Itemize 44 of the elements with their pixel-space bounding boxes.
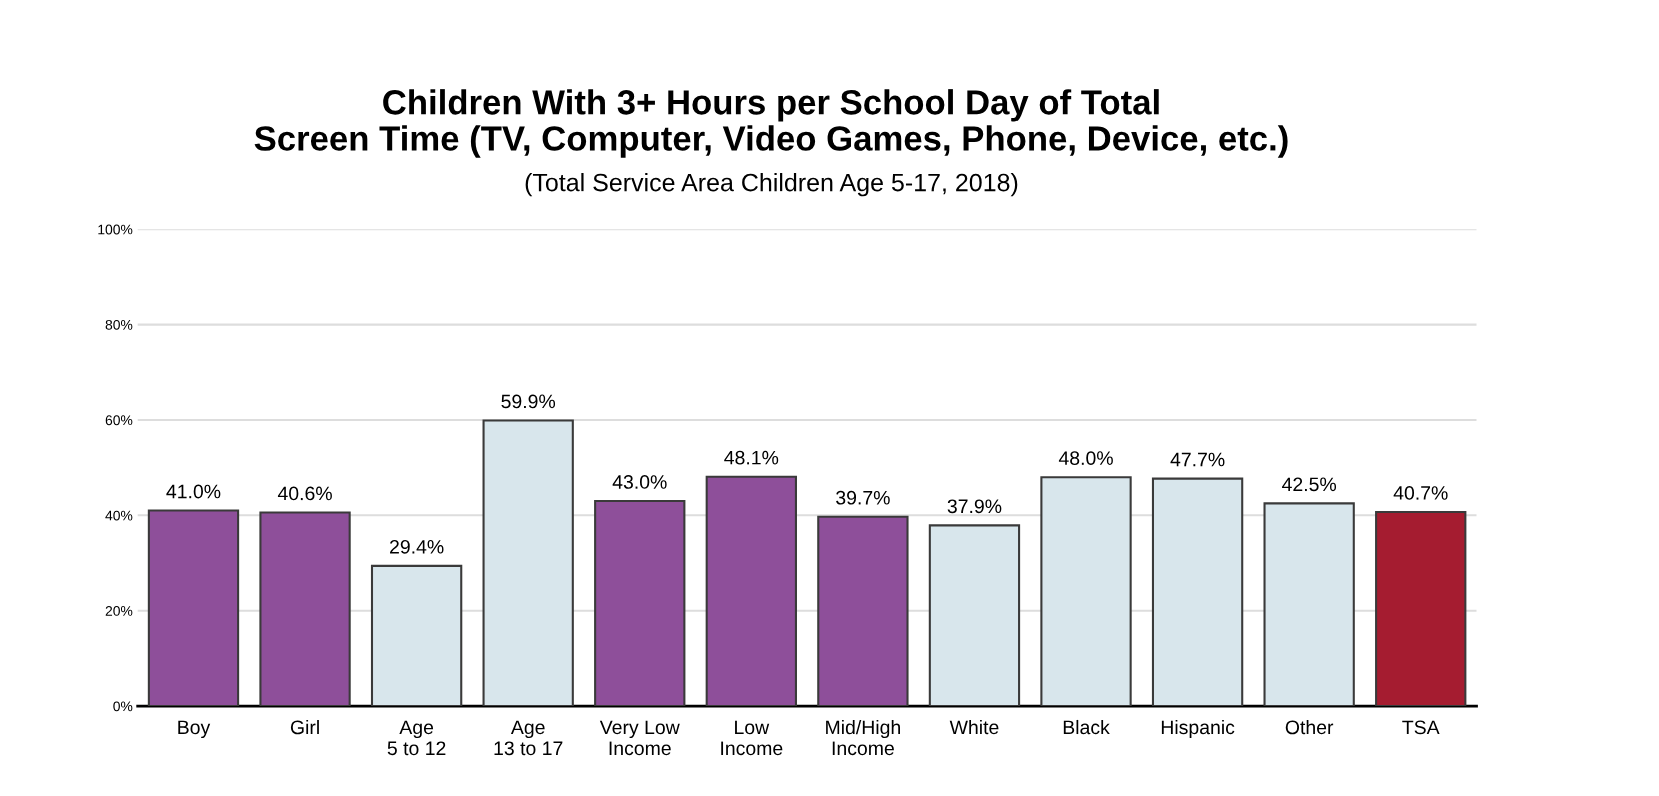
x-tick-label: TSA <box>1402 720 1440 735</box>
bar <box>1040 476 1132 707</box>
x-tick-label: Low Income <box>721 720 783 756</box>
bar <box>147 509 240 707</box>
bar <box>817 515 909 707</box>
bar <box>928 524 1021 707</box>
x-tick-label: Girl <box>290 719 319 735</box>
y-tick-label: 0% <box>113 701 133 712</box>
data-label: 47.7% <box>1170 452 1225 467</box>
y-tick-label: 40% <box>105 510 133 521</box>
bar <box>594 499 686 707</box>
data-label: 41.0% <box>166 484 221 499</box>
bar <box>1151 477 1244 707</box>
data-label: 40.6% <box>277 486 332 501</box>
x-tick-label: Age 13 to 17 <box>494 720 563 756</box>
x-tick-label: Very Low Income <box>599 720 680 756</box>
data-label: 29.4% <box>390 539 444 554</box>
data-label: 48.0% <box>1058 451 1113 466</box>
y-tick-label: 100% <box>98 224 133 235</box>
data-label: 40.7% <box>1393 486 1448 500</box>
bar <box>370 564 463 707</box>
y-tick-label: 20% <box>105 606 133 616</box>
data-label: 39.7% <box>836 490 890 505</box>
bar <box>259 511 351 707</box>
x-tick-label: White <box>949 719 999 735</box>
data-label: 37.9% <box>947 499 1002 514</box>
x-tick-label: Boy <box>178 720 211 739</box>
data-label: 43.0% <box>612 475 667 489</box>
chart-subtitle: (Total Service Area Children Age 5-17, 2018) <box>525 173 1018 197</box>
bar <box>1263 502 1355 707</box>
y-tick-label: 80% <box>105 319 133 330</box>
bar <box>1375 510 1467 707</box>
data-label: 59.9% <box>501 394 556 409</box>
data-label: 42.5% <box>1282 477 1337 492</box>
bar <box>705 475 797 707</box>
x-tick-label: Black <box>1063 719 1110 735</box>
y-tick-label: 60% <box>105 415 133 426</box>
x-tick-label: Other <box>1285 719 1334 735</box>
x-tick-label: Mid/High Income <box>826 719 900 756</box>
bar <box>482 419 574 707</box>
x-tick-label: Hispanic <box>1161 719 1235 739</box>
data-label: 48.1% <box>724 450 779 465</box>
chart-title: Children With 3+ Hours per School Day of Total Screen Time (TV, Computer, Video Games, Phone, Device, etc.) <box>254 89 1288 158</box>
x-tick-label: Age 5 to 12 <box>387 720 446 756</box>
